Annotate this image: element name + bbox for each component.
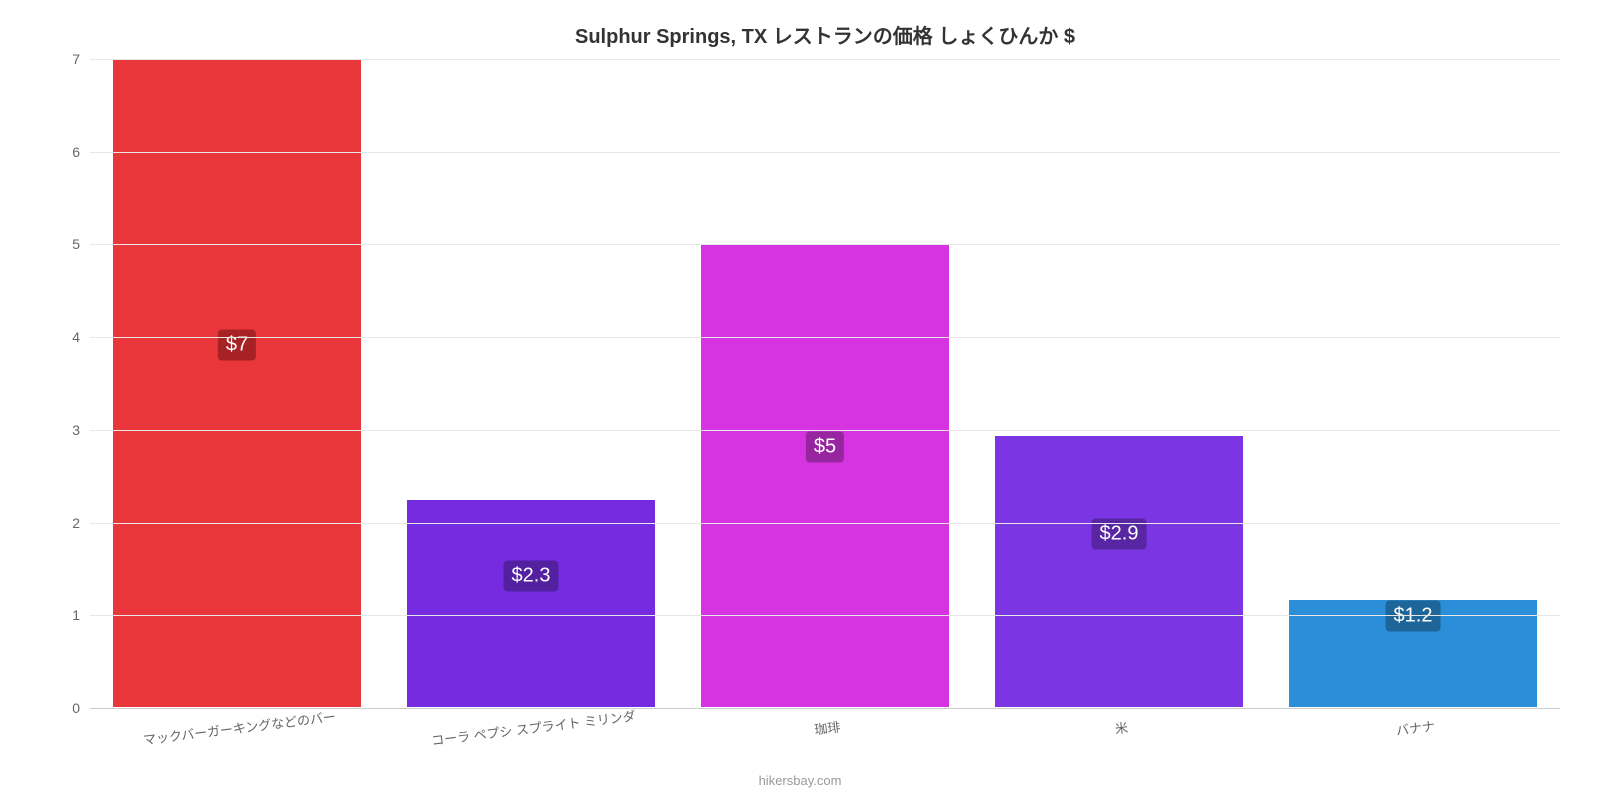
- bar-slot: $5珈琲: [678, 59, 972, 708]
- bar: $2.9: [994, 435, 1244, 709]
- chart-title: Sulphur Springs, TX レストランの価格 しょくひんか $: [90, 20, 1560, 49]
- gridline: [90, 337, 1560, 338]
- attribution: hikersbay.com: [759, 773, 842, 788]
- y-tick-label: 3: [72, 422, 90, 438]
- y-tick-label: 6: [72, 144, 90, 160]
- value-badge: $7: [218, 329, 256, 360]
- bar-slot: $2.9米: [972, 59, 1266, 708]
- bar: $2.3: [406, 499, 656, 708]
- gridline: [90, 523, 1560, 524]
- plot-area: $7マックバーガーキングなどのバー$2.3コーラ ペプシ スプライト ミリンダ$…: [90, 59, 1560, 709]
- gridline: [90, 244, 1560, 245]
- bar-chart: Sulphur Springs, TX レストランの価格 しょくひんか $ $7…: [0, 0, 1600, 800]
- bar-slot: $2.3コーラ ペプシ スプライト ミリンダ: [384, 59, 678, 708]
- bars-row: $7マックバーガーキングなどのバー$2.3コーラ ペプシ スプライト ミリンダ$…: [90, 59, 1560, 708]
- x-tick-label: 珈琲: [812, 706, 841, 738]
- x-tick-label: バナナ: [1394, 706, 1436, 740]
- plot-wrap: $7マックバーガーキングなどのバー$2.3コーラ ペプシ スプライト ミリンダ$…: [90, 59, 1560, 709]
- gridline: [90, 430, 1560, 431]
- value-badge: $2.3: [504, 560, 559, 591]
- y-tick-label: 2: [72, 515, 90, 531]
- gridline: [90, 615, 1560, 616]
- y-tick-label: 5: [72, 236, 90, 252]
- y-tick-label: 1: [72, 607, 90, 623]
- bar-slot: $7マックバーガーキングなどのバー: [90, 59, 384, 708]
- bar: $7: [112, 59, 362, 708]
- gridline: [90, 59, 1560, 60]
- y-tick-label: 4: [72, 329, 90, 345]
- value-badge: $5: [806, 431, 844, 462]
- y-tick-label: 0: [72, 700, 90, 716]
- x-tick-label: 米: [1113, 707, 1129, 737]
- y-tick-label: 7: [72, 51, 90, 67]
- bar: $5: [700, 244, 950, 708]
- bar-slot: $1.2バナナ: [1266, 59, 1560, 708]
- gridline: [90, 152, 1560, 153]
